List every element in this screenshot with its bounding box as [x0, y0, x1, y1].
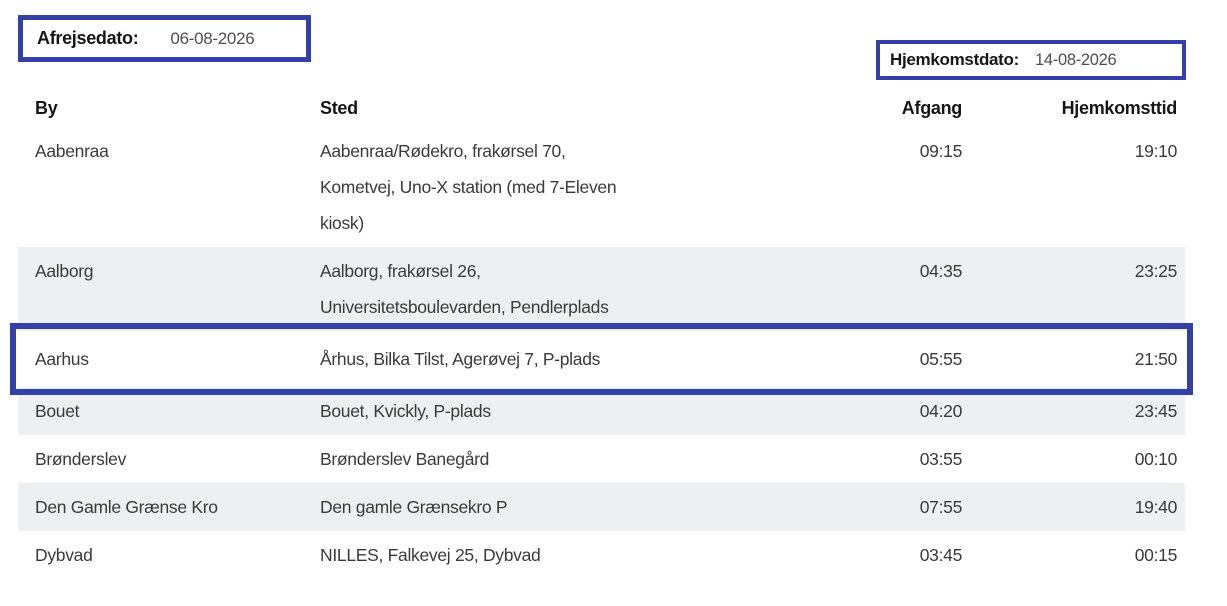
sted-line: Den gamle Grænsekro P	[320, 497, 508, 517]
afgang-cell: 07:55	[919, 497, 963, 517]
hjemkomsttid-cell: 23:45	[1134, 401, 1178, 421]
sted-line: Kometvej, Uno-X station (med 7-Eleven	[320, 177, 617, 197]
sted-line: Universitetsboulevarden, Pendlerplads	[320, 297, 609, 317]
hjemkomsttid-cell: 23:25	[1134, 261, 1178, 281]
table-body: Aabenraa Aabenraa/Rødekro, frakørsel 70,…	[10, 127, 1193, 579]
header-afgang: Afgang	[901, 98, 963, 118]
departure-date-box: Afrejsedato: 06-08-2026	[18, 15, 311, 62]
sted-line: Aalborg, frakørsel 26,	[320, 261, 481, 281]
homecoming-date-box: Hjemkomstdato: 14-08-2026	[876, 40, 1186, 80]
homecoming-date-label: Hjemkomstdato:	[890, 50, 1019, 69]
table-header-row: By Sted Afgang Hjemkomsttid	[18, 92, 1185, 127]
sted-line: NILLES, Falkevej 25, Dybvad	[320, 545, 541, 565]
header-hjemkomsttid: Hjemkomsttid	[1061, 98, 1178, 118]
by-cell: Aabenraa	[35, 141, 109, 161]
sted-cell: NILLES, Falkevej 25, Dybvad	[320, 537, 840, 573]
by-cell: Den Gamle Grænse Kro	[35, 497, 218, 517]
sted-line: Århus, Bilka Tilst, Agerøvej 7, P-plads	[320, 349, 601, 369]
sted-line: Brønderslev Banegård	[320, 449, 490, 469]
table-row[interactable]: Dybvad NILLES, Falkevej 25, Dybvad 03:45…	[18, 531, 1185, 579]
table-row[interactable]: Den Gamle Grænse Kro Den gamle Grænsekro…	[18, 483, 1185, 531]
by-cell: Aalborg	[35, 261, 94, 281]
timetable: By Sted Afgang Hjemkomsttid Aabenraa Aab…	[10, 92, 1193, 579]
by-cell: Bouet	[35, 401, 80, 421]
homecoming-date-value[interactable]: 14-08-2026	[1035, 50, 1117, 69]
sted-cell: Brønderslev Banegård	[320, 441, 840, 477]
hjemkomsttid-cell: 19:40	[1134, 497, 1178, 517]
sted-line: kiosk)	[320, 213, 364, 233]
afgang-cell: 03:45	[919, 545, 963, 565]
afgang-cell: 09:15	[919, 141, 963, 161]
sted-cell: Aalborg, frakørsel 26, Universitetsboulev…	[320, 253, 840, 325]
table-row[interactable]: Bouet Bouet, Kvickly, P-plads 04:20 23:4…	[18, 387, 1185, 435]
table-row[interactable]: Aabenraa Aabenraa/Rødekro, frakørsel 70,…	[18, 127, 1185, 247]
sted-line: Aabenraa/Rødekro, frakørsel 70,	[320, 141, 566, 161]
hjemkomsttid-cell: 21:50	[1134, 349, 1178, 369]
by-cell: Aarhus	[35, 349, 89, 369]
afgang-cell: 03:55	[919, 449, 963, 469]
sted-cell: Den gamle Grænsekro P	[320, 489, 840, 525]
departure-date-label: Afrejsedato:	[37, 28, 139, 48]
by-cell: Brønderslev	[35, 449, 127, 469]
sted-line: Bouet, Kvickly, P-plads	[320, 401, 491, 421]
afgang-cell: 04:35	[919, 261, 963, 281]
hjemkomsttid-cell: 00:10	[1134, 449, 1178, 469]
sted-cell: Bouet, Kvickly, P-plads	[320, 393, 840, 429]
hjemkomsttid-cell: 19:10	[1134, 141, 1178, 161]
table-row[interactable]: Brønderslev Brønderslev Banegård 03:55 0…	[18, 435, 1185, 483]
departure-date-value[interactable]: 06-08-2026	[170, 28, 255, 48]
hjemkomsttid-cell: 00:15	[1134, 545, 1178, 565]
afgang-cell: 05:55	[919, 349, 963, 369]
sted-cell: Aabenraa/Rødekro, frakørsel 70, Kometvej,…	[320, 133, 840, 241]
afgang-cell: 04:20	[919, 401, 963, 421]
table-row[interactable]: Aarhus Århus, Bilka Tilst, Agerøvej 7, P…	[10, 323, 1193, 395]
table-row[interactable]: Aalborg Aalborg, frakørsel 26, Universite…	[18, 247, 1185, 331]
header-sted: Sted	[320, 98, 358, 118]
sted-cell: Århus, Bilka Tilst, Agerøvej 7, P-plads	[320, 341, 840, 377]
by-cell: Dybvad	[35, 545, 93, 565]
header-by: By	[35, 98, 58, 118]
